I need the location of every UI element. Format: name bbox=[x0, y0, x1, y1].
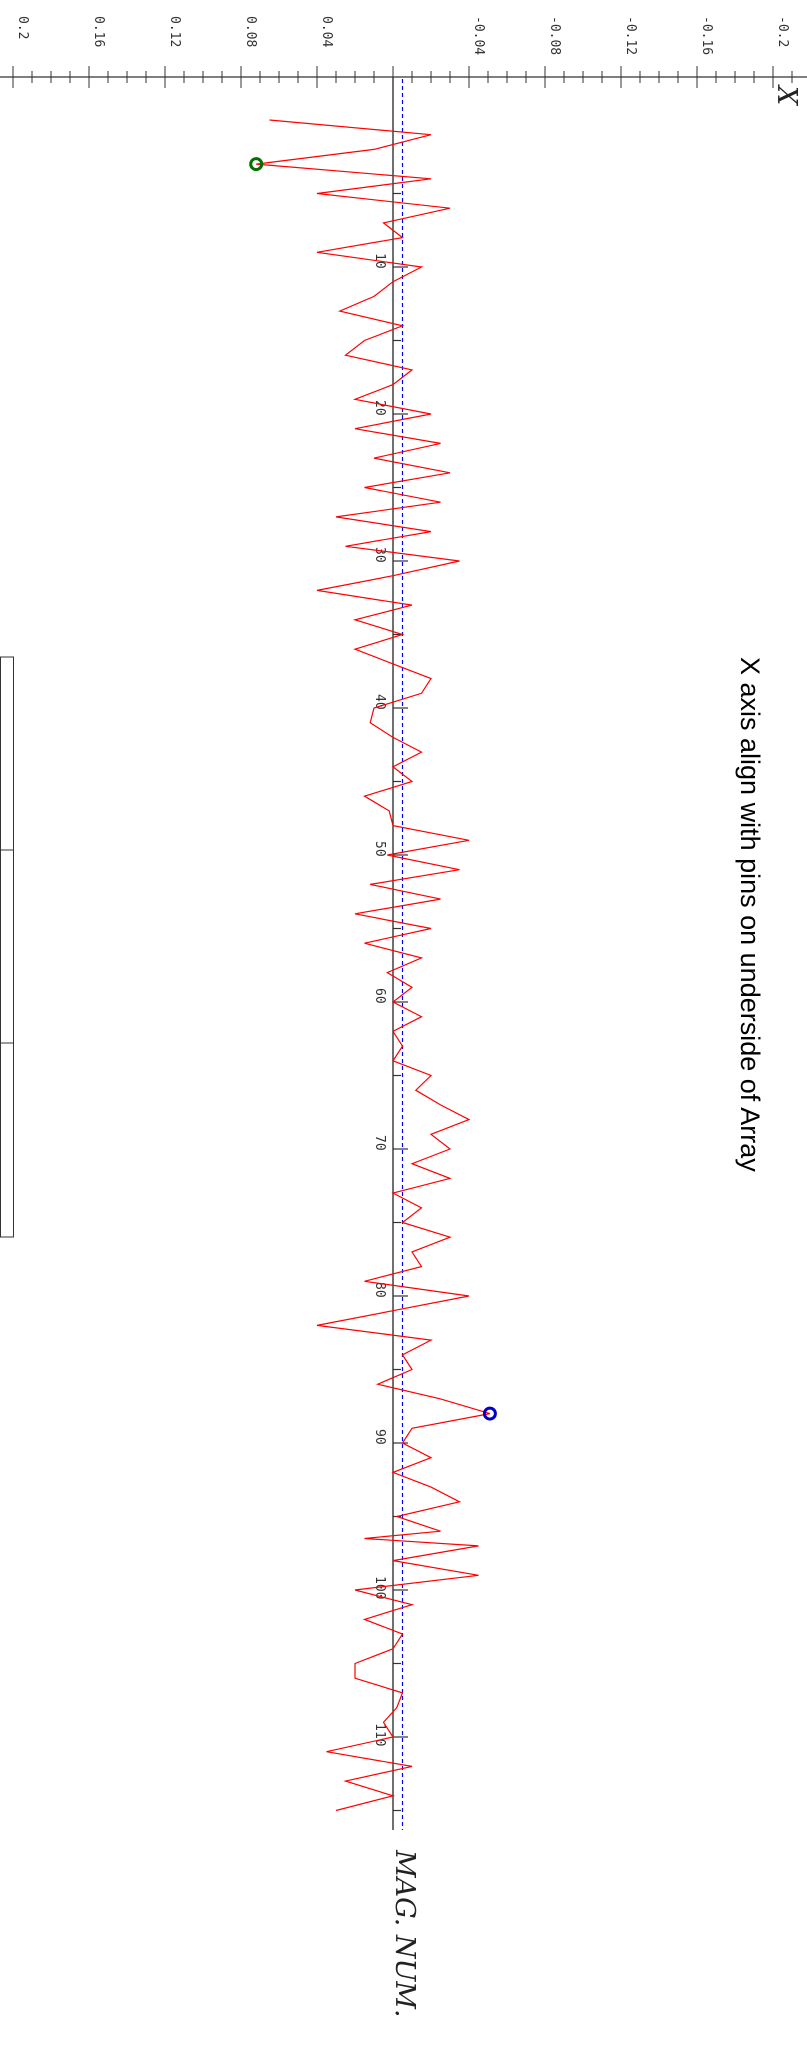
y-tick-label: 0.08 bbox=[243, 16, 258, 47]
x-axis-label: MAG. NUM. bbox=[389, 1849, 420, 2018]
series-line bbox=[256, 119, 491, 1812]
y-tick-label: 0.2 bbox=[15, 16, 30, 39]
x-tick-label: 100 bbox=[372, 1576, 387, 1599]
y-tick-label: -0.12 bbox=[623, 16, 638, 55]
x-tick-label: 50 bbox=[372, 841, 387, 857]
frame-group bbox=[0, 656, 14, 1238]
series-group bbox=[256, 119, 491, 1812]
y-tick-label: 0.16 bbox=[91, 16, 106, 47]
y-tick-label: -0.16 bbox=[699, 16, 714, 55]
max-marker bbox=[249, 157, 264, 172]
y-tick-label: -0.2 bbox=[775, 16, 790, 47]
chart-title: X axis align with pins on underside of A… bbox=[735, 657, 765, 1172]
x-tick-label: 30 bbox=[372, 547, 387, 563]
side-panel-frame bbox=[0, 656, 14, 1238]
x-tick-label: 20 bbox=[372, 400, 387, 416]
label-group: X axis align with pins on underside of A… bbox=[389, 84, 802, 2018]
y-tick-label: -0.08 bbox=[547, 16, 562, 55]
y-axis: -0.4-0.36-0.32-0.28-0.24-0.2-0.16-0.12-0… bbox=[0, 16, 807, 88]
y-axis-label: X bbox=[771, 84, 802, 107]
x-tick-label: 80 bbox=[372, 1282, 387, 1298]
x-tick-label: 90 bbox=[372, 1429, 387, 1445]
x-tick-label: 60 bbox=[372, 988, 387, 1004]
y-tick-label: 0.12 bbox=[167, 16, 182, 47]
y-tick-label: 0.04 bbox=[319, 16, 334, 47]
min-marker bbox=[482, 1406, 497, 1421]
y-tick-label: -0.04 bbox=[471, 16, 486, 55]
marker-group bbox=[249, 157, 497, 1421]
x-tick-label: 110 bbox=[372, 1723, 387, 1746]
x-tick-label: 70 bbox=[372, 1135, 387, 1151]
